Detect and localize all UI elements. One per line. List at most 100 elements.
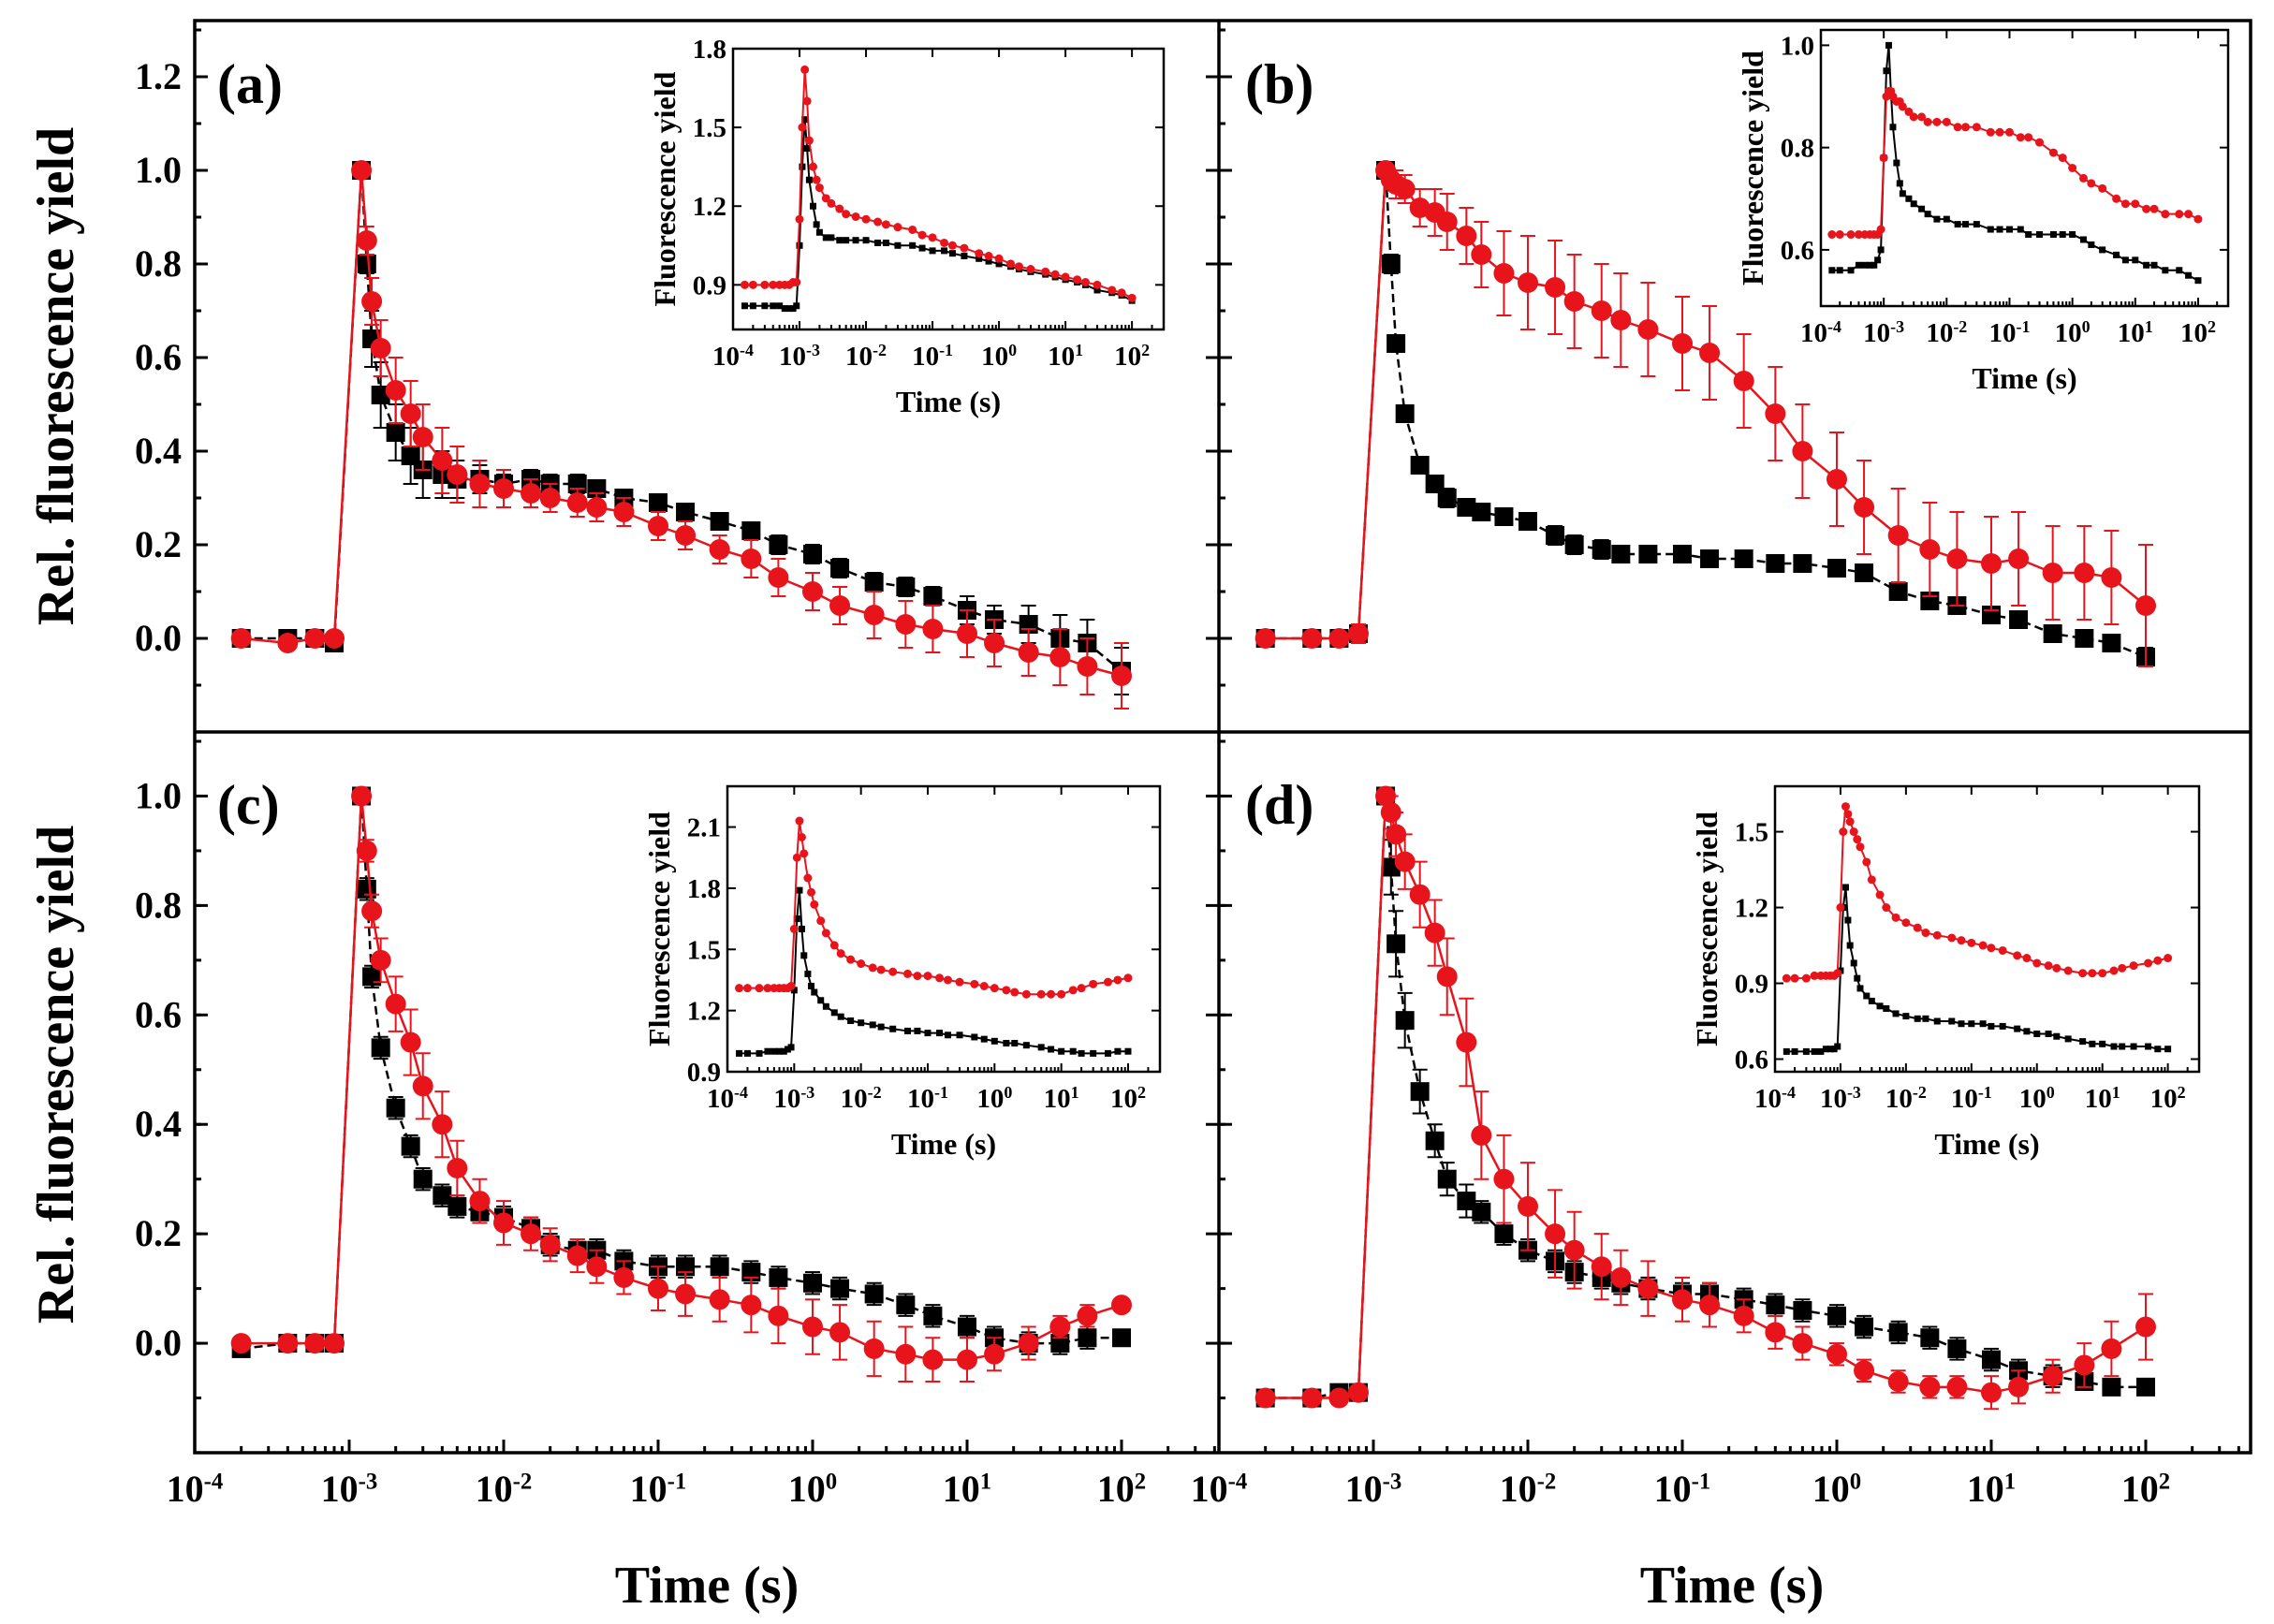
data-point-black <box>741 521 761 540</box>
data-point-red <box>1887 1371 1909 1392</box>
data-point-red <box>1545 1223 1566 1245</box>
inset-point-black <box>2023 1028 2031 1035</box>
inset-point-red <box>1080 278 1090 287</box>
data-point-red <box>230 628 252 649</box>
inset-point-red <box>1898 102 1907 111</box>
inset-point-black <box>799 163 806 170</box>
inset-point-black <box>1069 1047 1077 1055</box>
inset-point-red <box>763 984 772 993</box>
inset-x-tick-label: 102 <box>2150 1083 2186 1114</box>
inset-point-black <box>1836 267 1843 274</box>
inset-point-red <box>1901 918 1911 928</box>
data-point-red <box>895 614 917 635</box>
inset-point-red <box>2193 214 2203 224</box>
inset-point-red <box>1875 890 1885 900</box>
inset-point-red <box>2052 963 2061 973</box>
inset-point-red <box>1061 272 1070 282</box>
inset-point-black <box>813 221 820 228</box>
inset-y-tick-label: 1.5 <box>687 935 721 965</box>
inset-point-black <box>817 997 825 1004</box>
inset-point-black <box>918 244 926 252</box>
data-point-black <box>413 1169 433 1189</box>
inset-point-red <box>760 280 770 289</box>
inset-point-red <box>1113 975 1122 985</box>
inset-x-tick-label: 100 <box>981 341 1017 372</box>
inset-point-black <box>956 1031 963 1039</box>
inset-point-red <box>868 963 877 973</box>
inset-point-black <box>2079 1038 2087 1046</box>
inset-point-black <box>1871 261 1878 269</box>
y-tick-label: 0.4 <box>135 1103 182 1145</box>
data-point-black <box>1112 1328 1131 1348</box>
data-point-red <box>447 1158 468 1178</box>
inset-3: 0.6 0.9 1.2 1.5 10-4 10-3 10-2 10-1 100 101 102 Tim… <box>1690 784 2201 1161</box>
data-point-red <box>1471 1124 1492 1146</box>
inset-point-red <box>1127 293 1137 302</box>
inset-point-red <box>861 214 871 224</box>
data-point-red <box>829 595 851 616</box>
data-point-black <box>1947 1339 1967 1358</box>
data-point-red <box>385 993 406 1015</box>
data-point-black <box>1410 456 1430 475</box>
data-point-red <box>1765 1322 1786 1343</box>
data-point-red <box>2042 1366 2063 1387</box>
x-tick-label: 101 <box>1967 1468 2016 1510</box>
inset-point-red <box>2131 199 2140 209</box>
inset-point-red <box>2112 194 2121 203</box>
inset-point-black <box>2185 271 2193 279</box>
inset-point-black <box>1861 261 1869 269</box>
inset-point-black <box>2014 1025 2021 1032</box>
data-point-red <box>1699 1295 1721 1316</box>
inset-point-red <box>1909 112 1918 122</box>
data-point-black <box>1920 1328 1940 1348</box>
inset-point-red <box>1010 988 1020 997</box>
data-point-red <box>412 1075 433 1097</box>
inset-point-black <box>1914 1015 1921 1022</box>
inset-y-tick-label: 0.9 <box>693 271 726 300</box>
inset-point-red <box>2129 961 2138 971</box>
inset-point-red <box>1810 971 1819 980</box>
inset-point-red <box>1841 802 1850 812</box>
inset-x-tick-label: 10-3 <box>1820 1083 1861 1114</box>
data-point-red <box>1518 272 1538 293</box>
inset-point-red <box>2063 966 2073 975</box>
inset-point-red <box>2153 956 2163 965</box>
data-point-red <box>2074 1354 2095 1376</box>
data-point-red <box>1919 1376 1941 1397</box>
inset-point-red <box>735 984 744 993</box>
inset-2: 0.9 1.2 1.5 1.8 2.1 10-4 10-3 10-2 10-1 100 101 102… <box>642 784 1162 1161</box>
data-point-red <box>324 628 345 649</box>
data-point-red <box>709 539 730 560</box>
inset-point-black <box>1834 1043 1841 1050</box>
data-point-red <box>412 427 433 447</box>
inset-point-red <box>1961 123 1971 132</box>
x-tick-label: 102 <box>2121 1468 2170 1510</box>
data-point-red <box>2135 1316 2156 1338</box>
inset-point-black <box>793 915 800 923</box>
inset-point-black <box>800 952 808 959</box>
inset-point-red <box>1879 154 1888 163</box>
inset-point-red <box>1057 989 1066 999</box>
data-point-black <box>2075 629 2094 648</box>
inset-point-black <box>804 970 812 977</box>
x-tick-label: 101 <box>943 1468 991 1510</box>
data-point-black <box>896 1295 916 1315</box>
data-point-black <box>2043 624 2062 643</box>
data-point-red <box>1348 1382 1370 1403</box>
data-point-red <box>400 403 421 424</box>
inset-point-red <box>990 984 999 993</box>
inset-point-red <box>821 929 830 938</box>
data-point-red <box>521 483 542 504</box>
inset-point-red <box>800 849 809 858</box>
data-point-red <box>863 1338 885 1359</box>
data-point-red <box>1733 371 1754 391</box>
data-point-red <box>1827 469 1847 490</box>
inset-point-red <box>809 162 818 171</box>
inset-point-black <box>1896 180 1903 187</box>
data-point-black <box>357 879 376 899</box>
inset-point-black <box>889 1025 897 1032</box>
inset-point-black <box>944 1031 951 1039</box>
inset-point-black <box>803 145 811 153</box>
inset-x-tick-label: 10-1 <box>1951 1083 1992 1114</box>
